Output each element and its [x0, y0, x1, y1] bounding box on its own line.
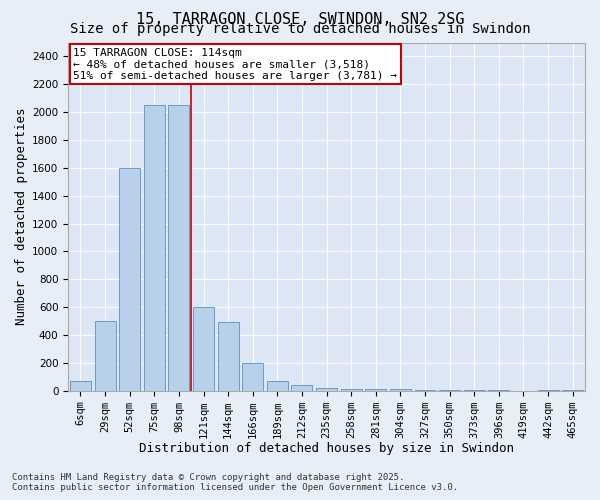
Bar [70, 381, 91, 390]
Bar [144, 105, 165, 391]
Text: Size of property relative to detached houses in Swindon: Size of property relative to detached ho… [70, 22, 530, 36]
Bar [242, 363, 263, 390]
Text: 15, TARRAGON CLOSE, SWINDON, SN2 2SG: 15, TARRAGON CLOSE, SWINDON, SN2 2SG [136, 12, 464, 28]
X-axis label: Distribution of detached houses by size in Swindon: Distribution of detached houses by size … [139, 442, 514, 455]
Bar [95, 321, 116, 390]
Bar [341, 388, 362, 390]
Text: 15 TARRAGON CLOSE: 114sqm
← 48% of detached houses are smaller (3,518)
51% of se: 15 TARRAGON CLOSE: 114sqm ← 48% of detac… [73, 48, 397, 81]
Bar [316, 388, 337, 390]
Bar [169, 105, 190, 391]
Bar [390, 389, 411, 390]
Text: Contains HM Land Registry data © Crown copyright and database right 2025.
Contai: Contains HM Land Registry data © Crown c… [12, 473, 458, 492]
Bar [292, 385, 313, 390]
Bar [218, 322, 239, 390]
Bar [193, 307, 214, 390]
Y-axis label: Number of detached properties: Number of detached properties [15, 108, 28, 326]
Bar [365, 389, 386, 390]
Bar [267, 381, 288, 390]
Bar [119, 168, 140, 390]
